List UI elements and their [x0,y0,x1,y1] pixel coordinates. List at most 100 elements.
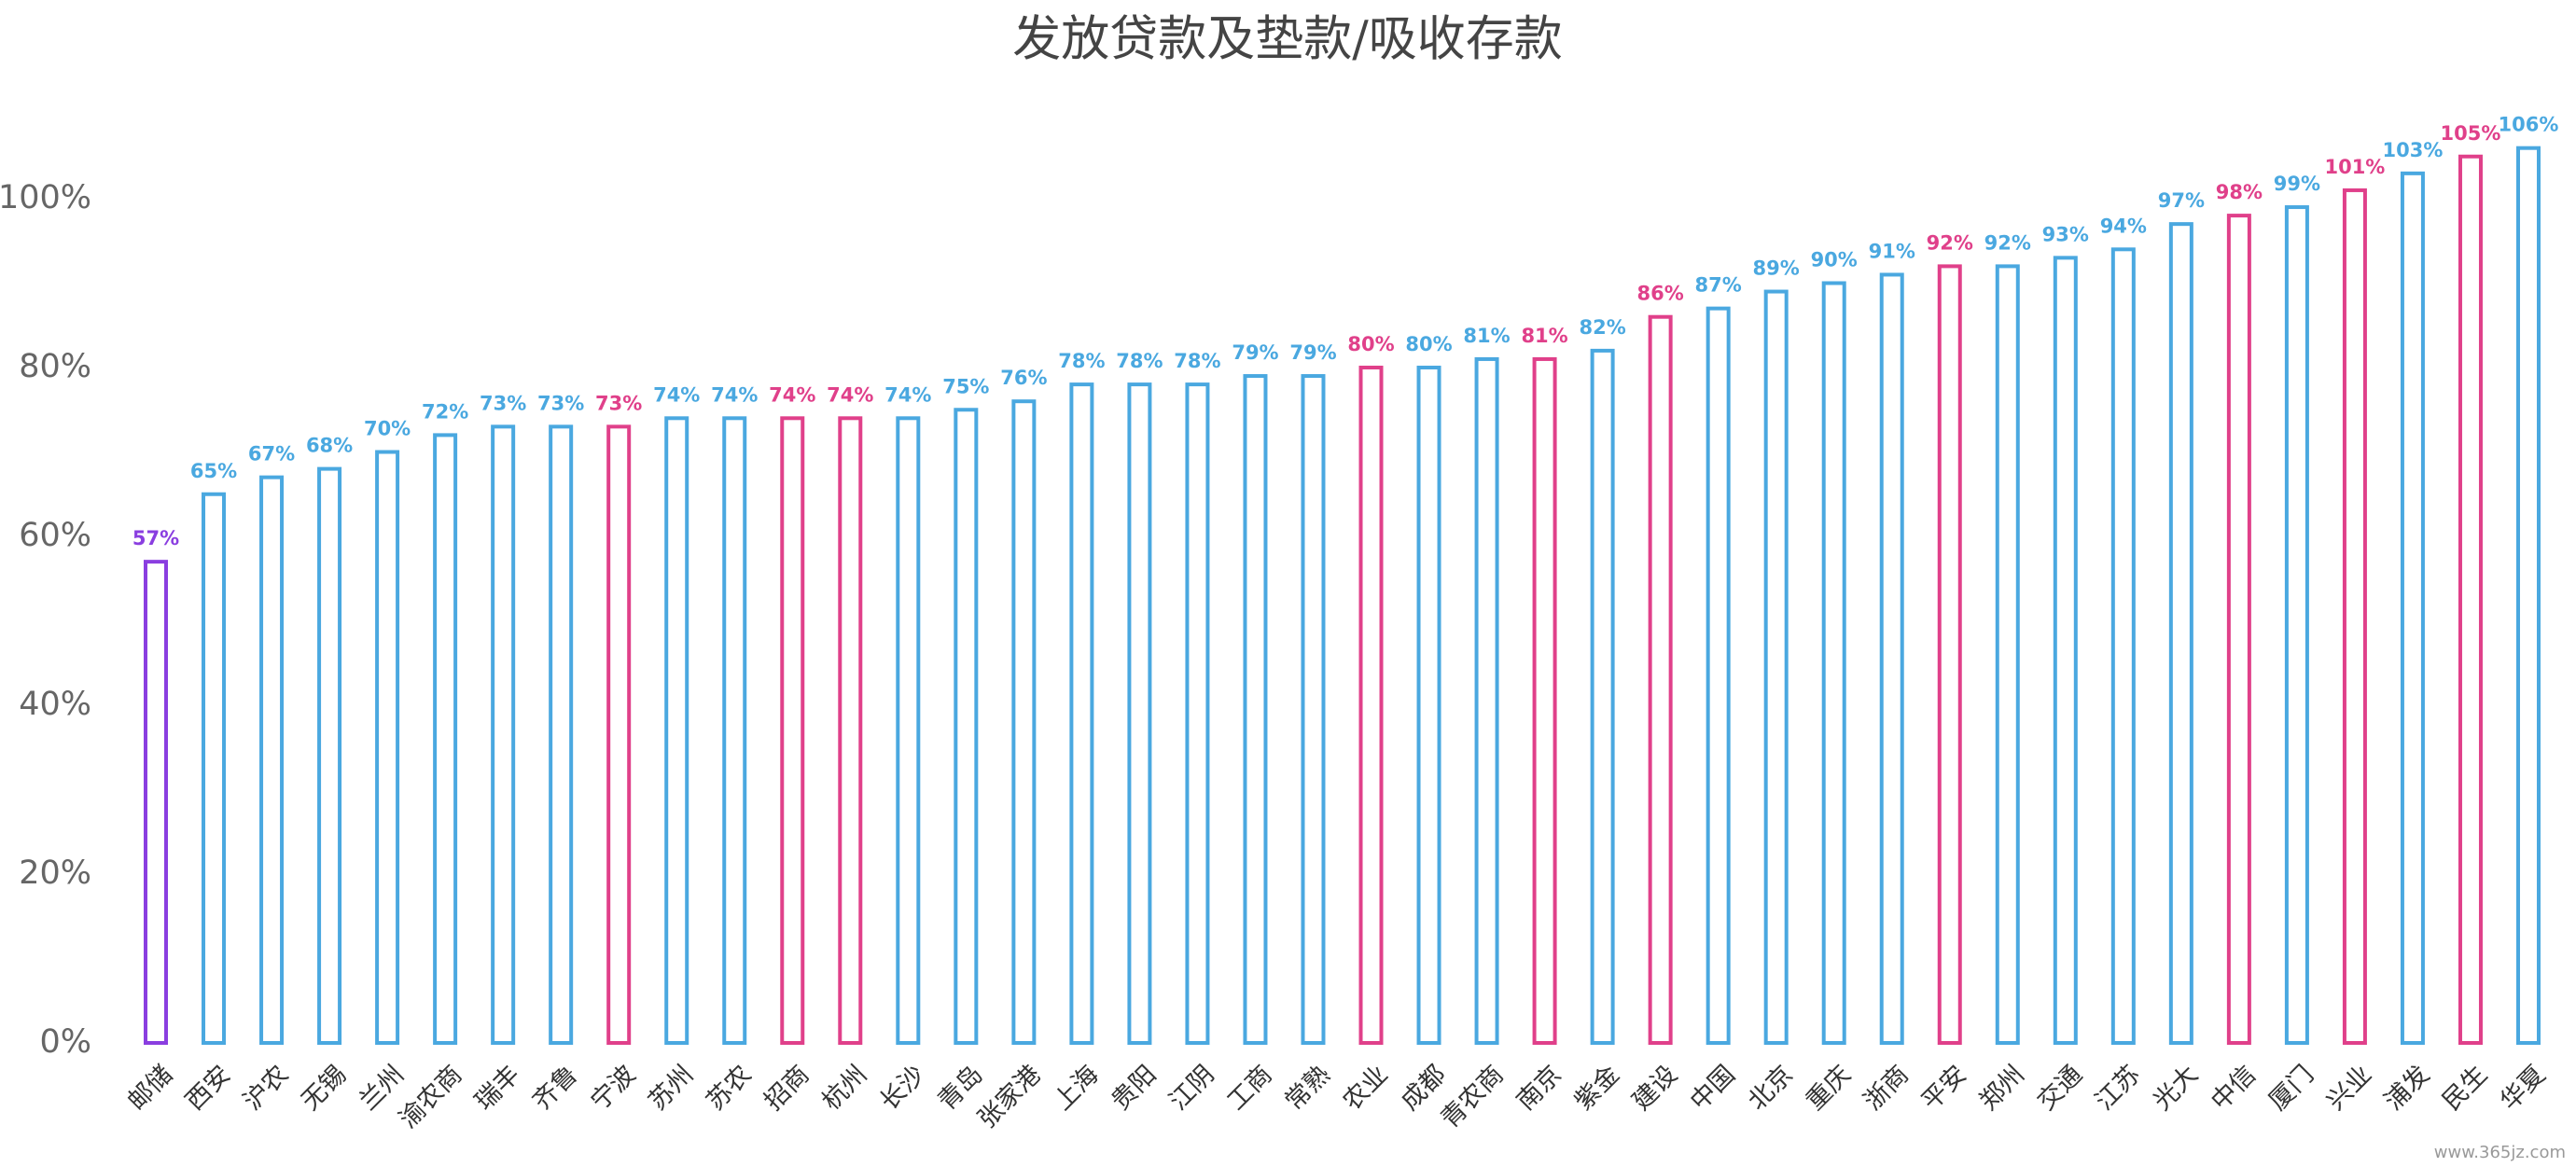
data-label: 73% [595,392,642,414]
bar [896,416,921,1045]
data-label: 91% [1869,240,1915,262]
x-tick-label: 中国 [1685,1060,1741,1116]
x-tick-label: 上海 [1049,1060,1105,1116]
data-label: 57% [132,527,179,549]
bar [144,560,168,1045]
bar [1358,366,1384,1045]
x-tick-label: 华夏 [2495,1060,2551,1116]
data-label: 72% [422,400,468,423]
bar [1706,306,1731,1045]
bar [202,492,227,1045]
bar [1185,382,1210,1046]
bar [1011,399,1037,1045]
x-tick-label: 厦门 [2263,1060,2319,1116]
data-label: 68% [306,435,353,457]
x-tick-label: 贵阳 [1107,1060,1163,1116]
y-tick-label: 60% [19,517,91,554]
x-tick-label: 中信 [2206,1060,2262,1116]
x-tick-label: 西安 [180,1060,236,1116]
data-label: 86% [1637,283,1684,305]
x-tick-label: 建设 [1627,1060,1683,1116]
data-label: 89% [1753,257,1800,280]
y-tick-label: 40% [19,686,91,723]
bar [1879,272,1904,1045]
x-tick-label: 沪农 [238,1060,294,1116]
y-tick-label: 80% [19,348,91,385]
x-tick-label: 招商 [759,1060,815,1116]
bar [2226,214,2251,1046]
bar [1532,356,1557,1045]
bar [606,424,632,1046]
data-label: 70% [364,418,411,440]
data-label: 101% [2324,156,2385,178]
x-tick-label: 常熟 [1280,1060,1336,1116]
data-label: 87% [1695,274,1742,297]
bar [722,416,747,1045]
x-tick-label: 无锡 [296,1060,352,1116]
x-tick-label: 农业 [1338,1060,1394,1116]
data-label: 92% [1927,231,1973,254]
x-tick-label: 长沙 [874,1060,930,1116]
data-label: 73% [537,392,584,414]
data-label: 105% [2441,122,2501,145]
data-label: 79% [1289,341,1336,364]
bar [1590,348,1615,1045]
bar [2458,154,2483,1045]
bar [1243,374,1268,1045]
x-tick-label: 工商 [1222,1060,1278,1116]
x-tick-label: 苏州 [643,1060,699,1116]
data-label: 106% [2499,114,2559,136]
x-tick-label: 江苏 [2090,1060,2146,1116]
x-tick-label: 杭州 [816,1060,872,1116]
bar [2400,171,2425,1046]
bar [2110,247,2136,1045]
data-label: 98% [2216,181,2263,203]
bar [1416,366,1441,1045]
data-label: 90% [1811,249,1858,271]
bar [2053,256,2078,1046]
x-tick-label: 交通 [2032,1060,2088,1116]
x-tick-label: 兴业 [2321,1060,2377,1116]
x-tick-label: 浙商 [1859,1060,1915,1116]
x-tick-label: 青农商 [1436,1060,1510,1133]
data-label: 74% [884,383,931,406]
data-label: 78% [1174,350,1220,372]
data-label: 81% [1521,325,1567,347]
bar [1763,289,1789,1045]
bar [1474,356,1499,1045]
x-tick-label: 邮储 [122,1060,178,1116]
data-label: 76% [1000,367,1047,389]
data-label: 74% [653,383,700,406]
x-tick-label: 浦发 [2379,1060,2435,1116]
x-tick-label: 郑州 [1974,1060,2030,1116]
data-label: 103% [2383,139,2444,161]
bar [1648,314,1673,1045]
x-tick-label: 宁波 [585,1060,641,1116]
bar [2516,146,2541,1045]
bar [433,433,458,1045]
data-label: 93% [2042,223,2089,245]
data-label: 75% [942,375,989,397]
data-label: 99% [2274,173,2320,195]
data-label: 78% [1058,350,1105,372]
data-label: 78% [1116,350,1163,372]
bar [1821,281,1846,1045]
data-label: 67% [248,443,295,465]
bar [1995,264,2020,1045]
bar [954,408,979,1045]
bar [1937,264,1962,1045]
x-tick-label: 南京 [1511,1060,1567,1116]
data-label: 74% [769,383,815,406]
bar [1069,382,1094,1046]
data-label: 73% [480,392,526,414]
x-tick-label: 民生 [2437,1060,2493,1116]
data-label: 97% [2158,189,2205,212]
data-label: 82% [1579,316,1625,339]
data-label: 65% [190,460,237,482]
data-label: 80% [1347,333,1394,355]
bar [259,475,285,1045]
y-tick-label: 100% [0,179,91,216]
x-tick-label: 渝农商 [394,1060,467,1133]
bar [664,416,689,1045]
bar [2342,188,2367,1045]
